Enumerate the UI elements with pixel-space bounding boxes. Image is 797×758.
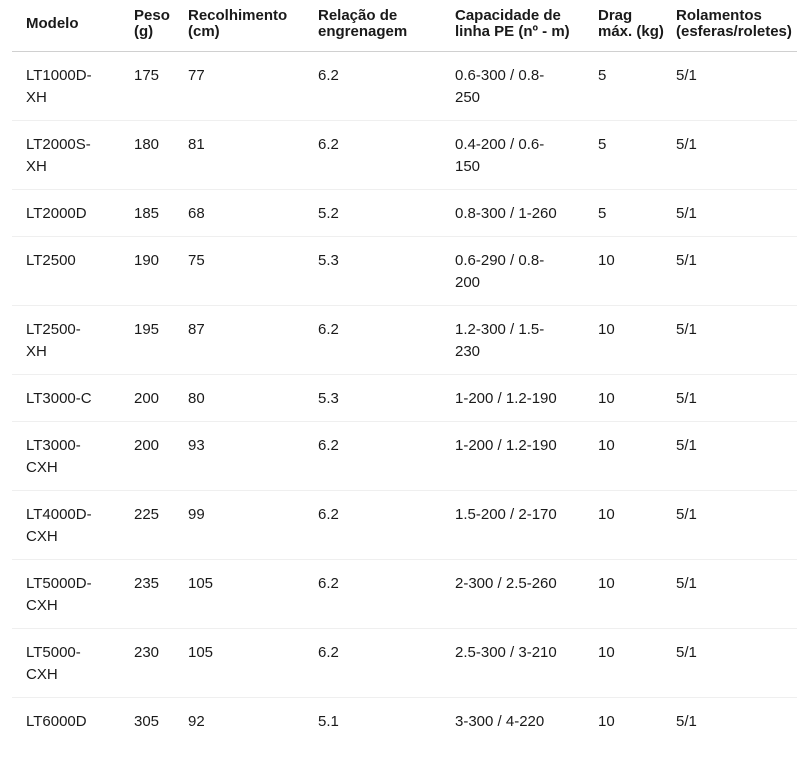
- cell-modelo: LT1000D-XH: [12, 51, 134, 121]
- cell-recolhimento: 68: [188, 189, 318, 237]
- cell-drag: 10: [598, 374, 676, 422]
- cell-capacidade: 2.5-300 / 3-210: [455, 628, 598, 698]
- cell-drag: 10: [598, 236, 676, 306]
- cell-rolamentos: 5/1: [676, 120, 797, 190]
- table-row: LT3000-CXH 200 93 6.2 1-200 / 1.2-190 10 5/1: [12, 421, 797, 491]
- cell-modelo: LT2500-XH: [12, 305, 134, 375]
- cell-rolamentos: 5/1: [676, 421, 797, 491]
- cell-peso: 200: [134, 374, 188, 422]
- cell-modelo: LT6000D: [26, 713, 87, 730]
- cell-modelo: LT2500: [12, 236, 134, 306]
- cell-relacao: 6.2: [318, 421, 455, 491]
- cell-capacidade: 1.2-300 / 1.5-230: [455, 305, 598, 375]
- cell-peso: 175: [134, 51, 188, 121]
- cell-capacidade: 0.6-300 / 0.8-250: [455, 51, 598, 121]
- cell-rolamentos: 5/1: [676, 189, 797, 237]
- table-row: LT2000S-XH 180 81 6.2 0.4-200 / 0.6-150 5 5/1: [12, 120, 797, 190]
- cell-relacao: 5.2: [318, 189, 455, 237]
- cell-capacidade: 1-200 / 1.2-190: [455, 374, 598, 422]
- table-row: LT2000D 185 68 5.2 0.8-300 / 1-260 5 5/1: [12, 189, 797, 237]
- cell-rolamentos: 5/1: [676, 305, 797, 375]
- cell-relacao: 5.3: [318, 236, 455, 306]
- table-row: LT2500 190 75 5.3 0.6-290 / 0.8-200 10 5/1: [12, 236, 797, 306]
- col-header-relacao: Relação de engrenagem: [318, 0, 455, 52]
- cell-peso: 180: [134, 120, 188, 190]
- cell-relacao: 6.2: [318, 490, 455, 560]
- table-body: LT1000D-XH 175 77 6.2 0.6-300 / 0.8-250 5 5/1 L…: [12, 51, 797, 745]
- table-row: LT3000-C 200 80 5.3 1-200 / 1.2-190 10 5/1: [12, 374, 797, 422]
- cell-peso: 230: [134, 628, 188, 698]
- col-header-modelo: Modelo: [12, 0, 134, 52]
- table-row: LT2500-XH 195 87 6.2 1.2-300 / 1.5-230 10 5/1: [12, 305, 797, 375]
- cell-drag: 5: [598, 189, 676, 237]
- cell-peso: 225: [134, 490, 188, 560]
- cell-drag: 5: [598, 120, 676, 190]
- cell-drag: 10: [598, 421, 676, 491]
- cell-rolamentos: 5/1: [676, 713, 697, 730]
- table-row: LT5000D-CXH 235 105 6.2 2-300 / 2.5-260 10 5/1: [12, 559, 797, 629]
- cell-relacao: 6.2: [318, 559, 455, 629]
- cell-peso: 190: [134, 236, 188, 306]
- col-header-recolhimento: Recolhimento (cm): [188, 0, 318, 52]
- header-row: Modelo Peso (g) Recolhimento (cm) Relaçã…: [12, 0, 797, 52]
- cell-drag: 10: [598, 490, 676, 560]
- col-header-rolamentos: Rolamentos (esferas/roletes): [676, 0, 797, 52]
- cell-recolhimento: 105: [188, 559, 318, 629]
- cell-relacao: 6.2: [318, 305, 455, 375]
- cell-capacidade: 1-200 / 1.2-190: [455, 421, 598, 491]
- cell-recolhimento: 81: [188, 120, 318, 190]
- cell-modelo: LT5000D-CXH: [12, 559, 134, 629]
- specs-table: Modelo Peso (g) Recolhimento (cm) Relaçã…: [12, 0, 797, 744]
- cell-modelo: LT3000-CXH: [12, 421, 134, 491]
- table-row: LT5000-CXH 230 105 6.2 2.5-300 / 3-210 10 5/1: [12, 628, 797, 698]
- cell-modelo: LT2000D: [12, 189, 134, 237]
- cell-capacidade: 0.8-300 / 1-260: [455, 189, 598, 237]
- cell-drag: 10: [598, 305, 676, 375]
- cell-capacidade: 1.5-200 / 2-170: [455, 490, 598, 560]
- cell-modelo: LT5000-CXH: [12, 628, 134, 698]
- cell-relacao: 6.2: [318, 120, 455, 190]
- cell-capacidade: 2-300 / 2.5-260: [455, 559, 598, 629]
- cell-capacidade: 0.6-290 / 0.8-200: [455, 236, 598, 306]
- cell-peso: 200: [134, 421, 188, 491]
- cell-relacao: 6.2: [318, 628, 455, 698]
- cell-recolhimento: 80: [188, 374, 318, 422]
- cell-modelo: LT4000D-CXH: [12, 490, 134, 560]
- cell-drag: 5: [598, 51, 676, 121]
- table-row: LT1000D-XH 175 77 6.2 0.6-300 / 0.8-250 5 5/1: [12, 51, 797, 121]
- cell-recolhimento: 75: [188, 236, 318, 306]
- cell-rolamentos: 5/1: [676, 374, 797, 422]
- cell-peso: 305: [134, 713, 160, 730]
- cell-modelo: LT2000S-XH: [12, 120, 134, 190]
- cell-recolhimento: 105: [188, 628, 318, 698]
- cell-drag: 10: [598, 559, 676, 629]
- cell-peso: 195: [134, 305, 188, 375]
- cell-peso: 185: [134, 189, 188, 237]
- cell-rolamentos: 5/1: [676, 628, 797, 698]
- cell-modelo: LT3000-C: [12, 374, 134, 422]
- cell-recolhimento: 93: [188, 421, 318, 491]
- cell-rolamentos: 5/1: [676, 51, 797, 121]
- table-row: LT4000D-CXH 225 99 6.2 1.5-200 / 2-170 10 5/1: [12, 490, 797, 560]
- table-row: LT6000D 305 92 5.1 3-300 / 4-220 10 5/1: [12, 698, 797, 745]
- cell-recolhimento: 77: [188, 51, 318, 121]
- cell-relacao: 5.3: [318, 374, 455, 422]
- col-header-peso: Peso (g): [134, 0, 188, 52]
- cell-drag: 10: [598, 713, 615, 730]
- cell-capacidade: 0.4-200 / 0.6-150: [455, 120, 598, 190]
- cell-relacao: 5.1: [318, 713, 339, 730]
- cell-recolhimento: 99: [188, 490, 318, 560]
- cell-rolamentos: 5/1: [676, 236, 797, 306]
- col-header-drag: Drag máx. (kg): [598, 0, 676, 52]
- cell-rolamentos: 5/1: [676, 559, 797, 629]
- cell-recolhimento: 92: [188, 713, 205, 730]
- cell-relacao: 6.2: [318, 51, 455, 121]
- cell-rolamentos: 5/1: [676, 490, 797, 560]
- cell-drag: 10: [598, 628, 676, 698]
- cell-capacidade: 3-300 / 4-220: [455, 713, 545, 730]
- col-header-capacidade: Capacidade de linha PE (nº - m): [455, 0, 598, 52]
- cell-peso: 235: [134, 559, 188, 629]
- cell-recolhimento: 87: [188, 305, 318, 375]
